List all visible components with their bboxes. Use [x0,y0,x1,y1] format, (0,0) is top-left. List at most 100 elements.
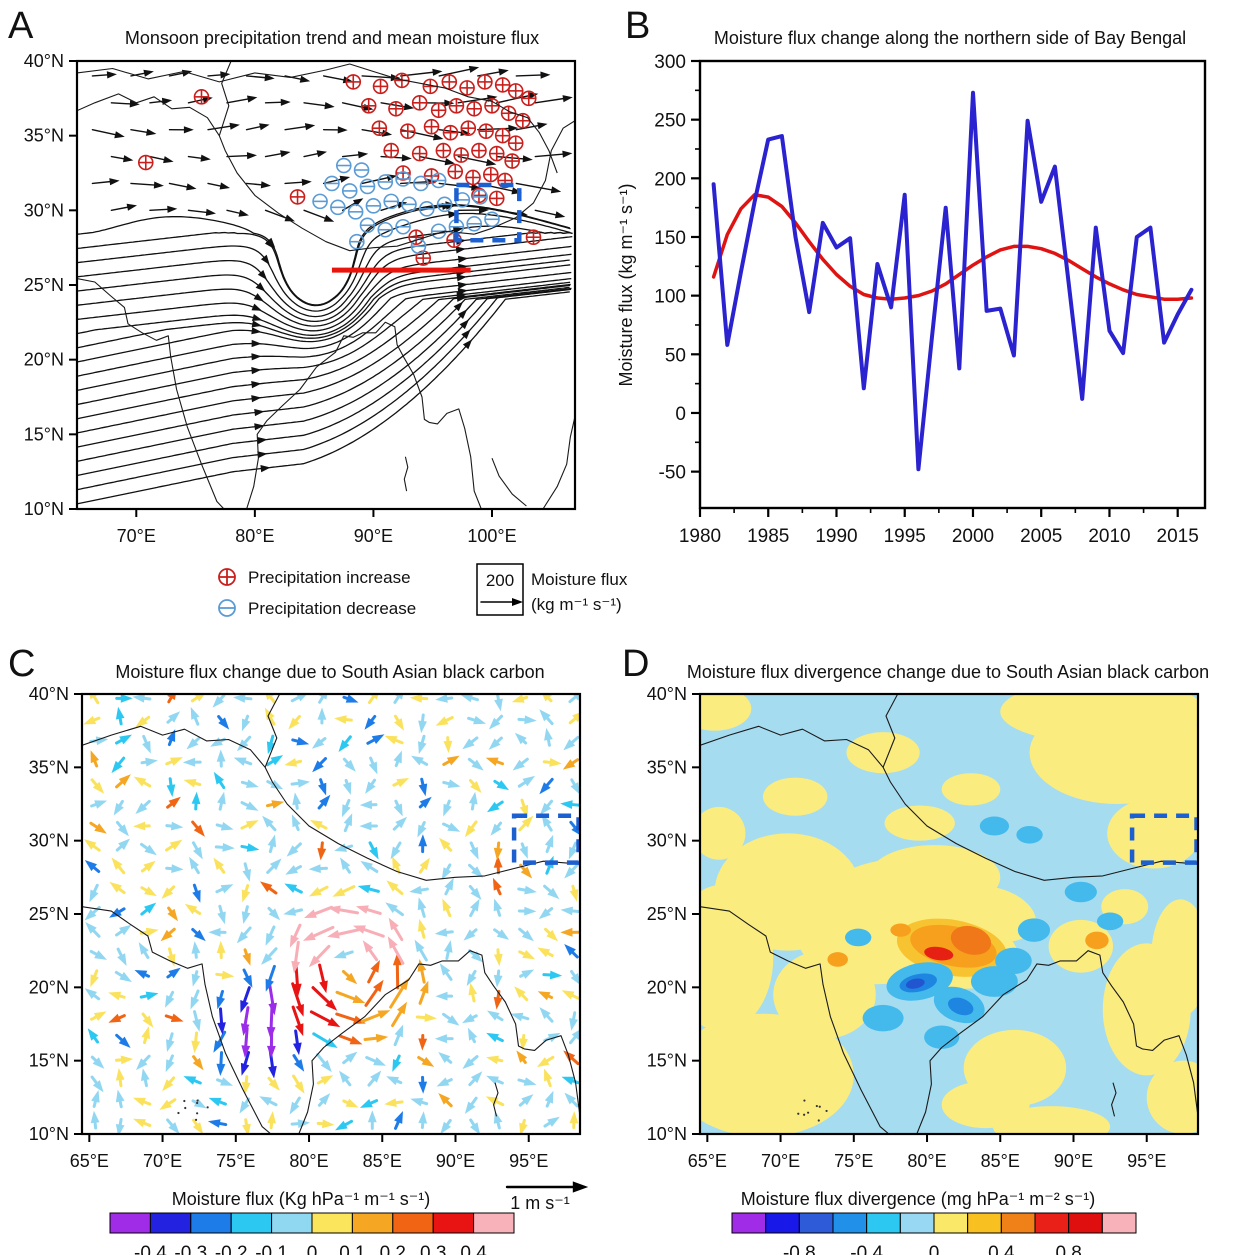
svg-text:35°N: 35°N [29,757,69,777]
study-region-box [511,813,580,865]
svg-text:0.3: 0.3 [420,1243,446,1255]
svg-text:1990: 1990 [815,526,857,547]
panel-c-title: Moisture flux change due to South Asian … [115,662,544,682]
precip-markers-layer [137,72,542,266]
svg-text:75°E: 75°E [216,1151,255,1171]
svg-text:25°N: 25°N [24,275,64,295]
svg-text:0.4: 0.4 [460,1243,487,1255]
panel-c-colorbar-label: Moisture flux (Kg hPa⁻¹ m⁻¹ s⁻¹) [172,1189,431,1209]
panel-a-map: 70°E 80°E 90°E 100°E 40°N 35°N 30°N 25°N 20°N 15°… [24,51,577,546]
svg-text:30°N: 30°N [29,831,69,851]
svg-text:90°E: 90°E [354,526,393,546]
panel-b-y-axis-label: Moisture flux (kg m⁻¹ s⁻¹) [616,183,636,386]
svg-text:0.4: 0.4 [988,1243,1015,1255]
svg-text:20°N: 20°N [24,350,64,370]
svg-text:70°E: 70°E [117,526,156,546]
svg-text:100: 100 [654,287,686,308]
panel-a-map-content [77,61,575,509]
panel-d-colorbar-label: Moisture flux divergence (mg hPa⁻¹ m⁻² s… [741,1189,1096,1209]
panel-d-label: D [622,643,649,685]
svg-text:25°N: 25°N [29,904,69,924]
svg-text:-0.4: -0.4 [850,1243,883,1255]
panel-b-line-chart: 300 250 200 150 100 50 0 -50 1980 1985 1990 1995 200… [654,52,1207,547]
svg-text:75°E: 75°E [834,1151,873,1171]
svg-text:40°N: 40°N [24,51,64,71]
study-region-box [454,182,522,243]
coastlines-layer [77,61,575,509]
svg-text:2015: 2015 [1157,526,1199,547]
svg-text:80°E: 80°E [235,526,274,546]
svg-text:10°N: 10°N [647,1124,687,1144]
svg-text:250: 250 [654,111,686,132]
svg-text:2010: 2010 [1088,526,1130,547]
svg-text:-0.1: -0.1 [255,1243,288,1255]
svg-text:2005: 2005 [1020,526,1062,547]
svg-text:2000: 2000 [952,526,994,547]
panel-d-axes: 65°E 70°E 75°E 80°E 85°E 90°E 95°E 40°N 35°N 30°N… [647,684,1200,1171]
svg-text:90°E: 90°E [1054,1151,1093,1171]
svg-text:100°E: 100°E [467,526,516,546]
streamlines-layer [77,201,573,505]
svg-text:65°E: 65°E [688,1151,727,1171]
coastlines-layer [700,694,1198,1134]
svg-text:40°N: 40°N [647,684,687,704]
svg-text:-0.3: -0.3 [174,1243,207,1255]
legend-flux-ref-units: (kg m⁻¹ s⁻¹) [531,595,622,614]
reference-arrow-label: 1 m s⁻¹ [510,1193,570,1213]
panel-d-title: Moisture flux divergence change due to S… [687,662,1209,682]
panel-a-label: A [8,5,34,47]
svg-text:15°N: 15°N [24,424,64,444]
svg-text:0.8: 0.8 [1055,1243,1081,1255]
panel-c-label: C [8,643,35,685]
svg-text:80°E: 80°E [907,1151,946,1171]
svg-text:85°E: 85°E [363,1151,402,1171]
svg-text:-0.2: -0.2 [215,1243,248,1255]
panel-a-title: Monsoon precipitation trend and mean moi… [125,28,539,48]
svg-text:-0.8: -0.8 [783,1243,816,1255]
panel-d-contour-map: 65°E 70°E 75°E 80°E 85°E 90°E 95°E 40°N 35°N 30°N… [647,684,1200,1171]
contour-fill-layer [700,694,1198,1134]
panel-c-map-content [82,694,580,1134]
svg-text:0: 0 [307,1243,318,1255]
panel-a-axes: 70°E 80°E 90°E 100°E 40°N 35°N 30°N 25°N 20°N 15°… [24,51,577,546]
svg-text:1995: 1995 [884,526,926,547]
svg-text:95°E: 95°E [509,1151,548,1171]
svg-text:35°N: 35°N [24,126,64,146]
svg-text:70°E: 70°E [761,1151,800,1171]
svg-text:70°E: 70°E [143,1151,182,1171]
panel-b-title: Moisture flux change along the northern … [714,28,1186,48]
panel-c-colorbar: -0.4 -0.3 -0.2 -0.1 0 0.1 0.2 0.3 0.4 [109,1212,515,1255]
svg-text:-0.4: -0.4 [134,1243,167,1255]
svg-text:15°N: 15°N [647,1051,687,1071]
coastlines-layer [82,694,580,1134]
svg-text:10°N: 10°N [29,1124,69,1144]
svg-text:80°E: 80°E [289,1151,328,1171]
quiver-layer [83,694,580,1134]
svg-text:200: 200 [654,169,686,190]
legend-flux-ref-title: Moisture flux [531,570,628,589]
legend-symbols [218,563,524,617]
svg-text:30°N: 30°N [647,831,687,851]
annual-series-line [711,90,1194,472]
svg-text:85°E: 85°E [981,1151,1020,1171]
svg-text:15°N: 15°N [29,1051,69,1071]
panel-c-axes: 65°E 70°E 75°E 80°E 85°E 90°E 95°E 40°N 35°N 30°N… [29,684,582,1171]
svg-text:20°N: 20°N [29,977,69,997]
svg-text:65°E: 65°E [70,1151,109,1171]
svg-text:0.1: 0.1 [339,1243,365,1255]
svg-text:300: 300 [654,52,686,73]
panel-d-map-content [700,694,1198,1134]
svg-text:25°N: 25°N [647,904,687,924]
svg-text:0.2: 0.2 [380,1243,406,1255]
svg-text:10°N: 10°N [24,499,64,519]
legend-flux-ref-value: 200 [486,571,514,590]
svg-text:90°E: 90°E [436,1151,475,1171]
reference-arrow [505,1181,589,1193]
svg-text:1985: 1985 [747,526,789,547]
svg-text:30°N: 30°N [24,200,64,220]
panel-d-colorbar: -0.8 -0.4 0 0.4 0.8 [731,1212,1137,1255]
panel-a-legend: Precipitation increase Precipitation dec… [218,563,628,618]
panel-b-label: B [625,5,650,47]
svg-text:40°N: 40°N [29,684,69,704]
